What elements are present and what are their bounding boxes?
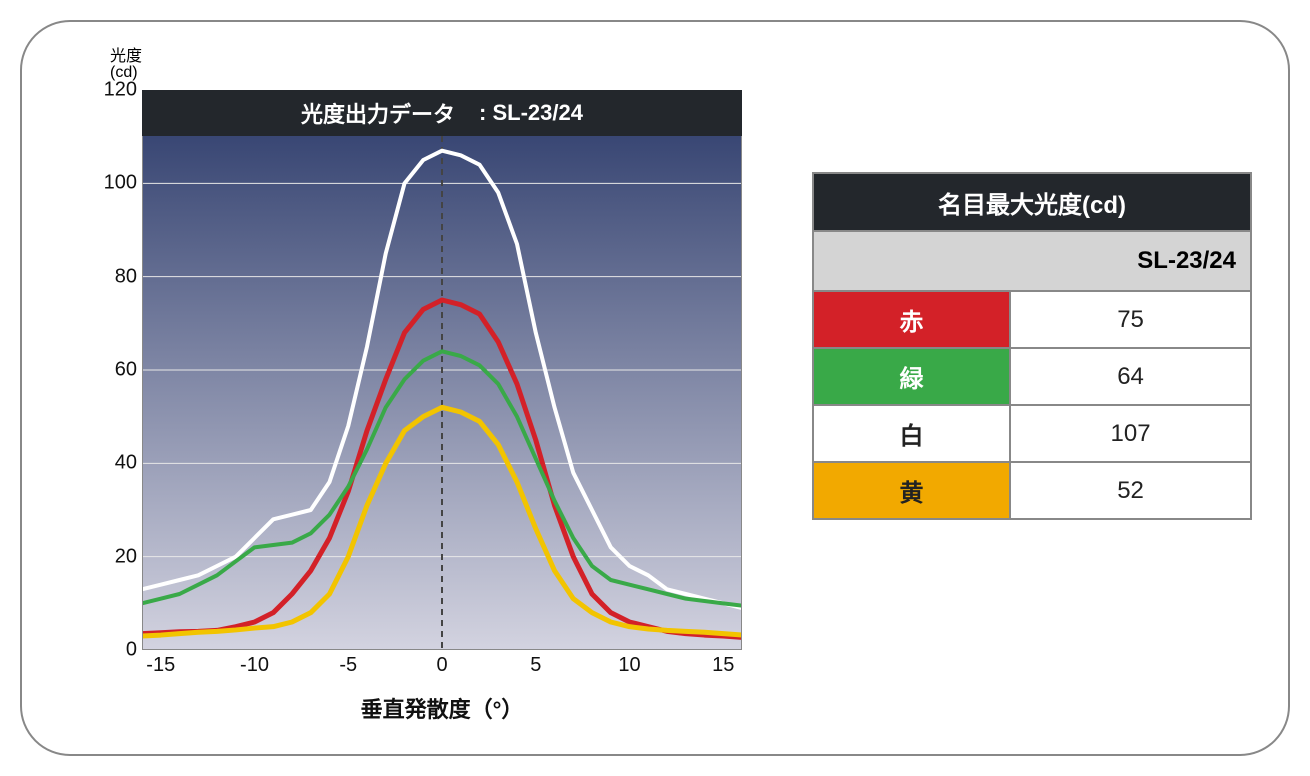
table-value: 64 [1010,348,1251,405]
table-subheader: SL-23/24 [813,231,1251,291]
y-tick-label: 0 [126,639,137,662]
x-tick-label: 10 [618,654,640,677]
table-color-label: 白 [813,405,1010,462]
table-color-label: 黄 [813,462,1010,519]
x-tick-label: 5 [530,654,541,677]
x-tick-label: -10 [240,654,269,677]
x-axis-label: 垂直発散度（°） [142,692,742,724]
x-axis-ticks: -15 -10 -5 0 5 10 15 [142,654,742,684]
table-color-label: 緑 [813,348,1010,405]
y-tick-label: 120 [104,79,137,102]
x-tick-label: 15 [712,654,734,677]
chart-region: 光度 (cd) 020406080100120 光度出力データ : SL-23/… [52,42,772,738]
y-tick-label: 60 [115,359,137,382]
data-table: 名目最大光度(cd) SL-23/24 赤75緑64白107黄52 [812,172,1252,520]
plot-area: 光度出力データ : SL-23/24 [142,90,742,650]
chart-title-bar: 光度出力データ : SL-23/24 [142,90,742,136]
table-value: 75 [1010,291,1251,348]
table-header-row: 名目最大光度(cd) [813,173,1251,231]
table-row: 赤75 [813,291,1251,348]
x-tick-label: 0 [436,654,447,677]
y-tick-label: 100 [104,172,137,195]
table-region: 名目最大光度(cd) SL-23/24 赤75緑64白107黄52 [812,172,1252,520]
table-row: 黄52 [813,462,1251,519]
table-header: 名目最大光度(cd) [813,173,1251,231]
chart-title-suffix: : SL-23/24 [479,100,583,126]
chart-svg [142,90,742,650]
chart-title-prefix: 光度出力データ [301,97,455,129]
table-value: 52 [1010,462,1251,519]
x-tick-label: -15 [146,654,175,677]
table-value: 107 [1010,405,1251,462]
table-row: 緑64 [813,348,1251,405]
y-axis-label-unit: 光度 [110,42,142,66]
y-axis-ticks: 020406080100120 [92,90,137,650]
table-color-label: 赤 [813,291,1010,348]
y-tick-label: 40 [115,452,137,475]
table-subheader-row: SL-23/24 [813,231,1251,291]
main-container: 光度 (cd) 020406080100120 光度出力データ : SL-23/… [20,20,1290,756]
x-tick-label: -5 [339,654,357,677]
table-row: 白107 [813,405,1251,462]
y-tick-label: 20 [115,545,137,568]
y-tick-label: 80 [115,265,137,288]
